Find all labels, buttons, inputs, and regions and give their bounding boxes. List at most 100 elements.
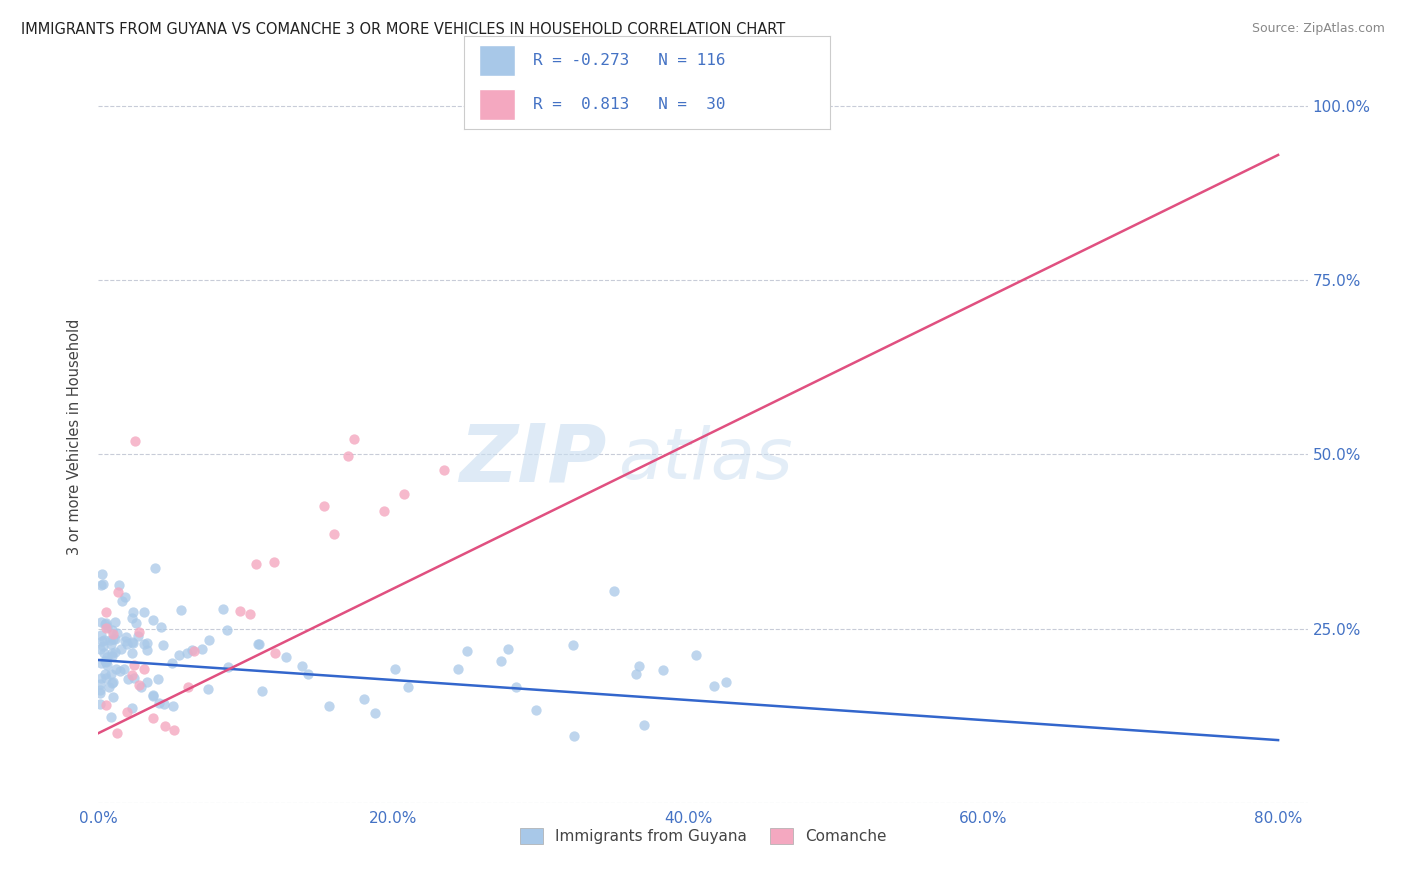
Point bbox=[93, 667, 115, 681]
Point bbox=[93, 654, 115, 668]
Point bbox=[217, 624, 239, 638]
Point bbox=[603, 584, 626, 599]
Point bbox=[117, 636, 139, 650]
Point bbox=[353, 692, 375, 706]
Text: IMMIGRANTS FROM GUYANA VS COMANCHE 3 OR MORE VEHICLES IN HOUSEHOLD CORRELATION C: IMMIGRANTS FROM GUYANA VS COMANCHE 3 OR … bbox=[21, 22, 786, 37]
Point bbox=[135, 636, 157, 650]
Point bbox=[101, 646, 124, 660]
Point bbox=[245, 557, 267, 571]
Point bbox=[489, 654, 512, 668]
Point bbox=[181, 642, 204, 657]
Point bbox=[89, 697, 111, 711]
Point bbox=[312, 499, 335, 513]
Point bbox=[247, 637, 270, 651]
Point bbox=[101, 690, 124, 704]
Point bbox=[703, 679, 725, 693]
Point bbox=[152, 639, 174, 653]
Point bbox=[160, 657, 183, 671]
Point bbox=[247, 637, 270, 651]
Point bbox=[108, 664, 131, 678]
Point bbox=[142, 613, 165, 627]
Point bbox=[197, 681, 219, 696]
Point bbox=[318, 698, 340, 713]
Point bbox=[153, 697, 176, 711]
Point bbox=[121, 701, 143, 715]
Text: Source: ZipAtlas.com: Source: ZipAtlas.com bbox=[1251, 22, 1385, 36]
Point bbox=[128, 678, 150, 692]
Text: R = -0.273   N = 116: R = -0.273 N = 116 bbox=[533, 53, 725, 68]
Point bbox=[142, 690, 165, 704]
Point bbox=[263, 555, 285, 569]
Point bbox=[111, 593, 134, 607]
Point bbox=[229, 604, 252, 618]
Point bbox=[136, 642, 159, 657]
Point bbox=[89, 683, 111, 698]
Point bbox=[104, 662, 127, 676]
Point bbox=[433, 463, 456, 477]
Point bbox=[524, 703, 547, 717]
Y-axis label: 3 or more Vehicles in Household: 3 or more Vehicles in Household bbox=[67, 319, 83, 555]
Point bbox=[135, 674, 157, 689]
Point bbox=[101, 623, 124, 637]
FancyBboxPatch shape bbox=[478, 45, 515, 76]
Point bbox=[122, 605, 145, 619]
Point bbox=[90, 657, 112, 671]
Point bbox=[93, 646, 115, 660]
Point bbox=[322, 526, 344, 541]
Point bbox=[104, 632, 127, 646]
Point bbox=[447, 662, 470, 676]
Text: ZIP: ZIP bbox=[458, 420, 606, 498]
Point bbox=[162, 698, 184, 713]
Point bbox=[127, 629, 149, 643]
Point bbox=[396, 680, 419, 694]
Point bbox=[239, 607, 262, 621]
Point bbox=[129, 680, 152, 694]
Point bbox=[363, 706, 385, 720]
Point bbox=[90, 578, 112, 592]
Text: atlas: atlas bbox=[619, 425, 793, 493]
Point bbox=[211, 602, 233, 616]
Point bbox=[155, 719, 177, 733]
Point bbox=[114, 634, 136, 648]
Point bbox=[128, 624, 150, 639]
Point bbox=[91, 576, 114, 591]
Point bbox=[101, 675, 124, 690]
Legend: Immigrants from Guyana, Comanche: Immigrants from Guyana, Comanche bbox=[513, 822, 893, 850]
Point bbox=[101, 649, 124, 664]
Point bbox=[121, 611, 143, 625]
Point bbox=[110, 642, 132, 657]
Point bbox=[117, 672, 139, 686]
Point bbox=[343, 432, 366, 446]
Point bbox=[183, 643, 205, 657]
Point bbox=[627, 659, 650, 673]
Point bbox=[143, 561, 166, 575]
Point bbox=[112, 662, 135, 676]
Point bbox=[336, 449, 359, 463]
Point bbox=[98, 633, 121, 648]
Point bbox=[132, 637, 155, 651]
Point bbox=[91, 640, 114, 654]
Point bbox=[149, 619, 172, 633]
Point bbox=[104, 615, 127, 629]
Point bbox=[96, 649, 118, 664]
Point bbox=[373, 504, 395, 518]
Point bbox=[94, 698, 117, 712]
Point bbox=[98, 681, 121, 695]
Point bbox=[100, 637, 122, 651]
Point bbox=[148, 696, 170, 710]
Point bbox=[103, 674, 125, 689]
Point bbox=[105, 726, 128, 740]
Point bbox=[101, 627, 124, 641]
Point bbox=[104, 645, 127, 659]
Point bbox=[101, 632, 124, 646]
Point bbox=[142, 688, 165, 702]
Point bbox=[217, 660, 239, 674]
Point bbox=[250, 683, 273, 698]
Point bbox=[124, 671, 146, 685]
Point bbox=[94, 605, 117, 619]
Point bbox=[93, 632, 115, 647]
Point bbox=[394, 487, 416, 501]
Point bbox=[94, 621, 117, 635]
Point bbox=[132, 662, 155, 676]
Point bbox=[94, 671, 117, 685]
